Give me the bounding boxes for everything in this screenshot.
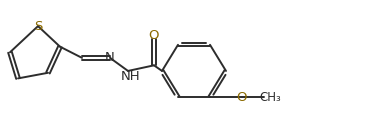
Text: O: O (237, 91, 247, 104)
Text: CH₃: CH₃ (260, 91, 282, 104)
Text: N: N (105, 51, 115, 64)
Text: O: O (149, 29, 159, 42)
Text: S: S (34, 20, 42, 33)
Text: NH: NH (121, 70, 141, 83)
